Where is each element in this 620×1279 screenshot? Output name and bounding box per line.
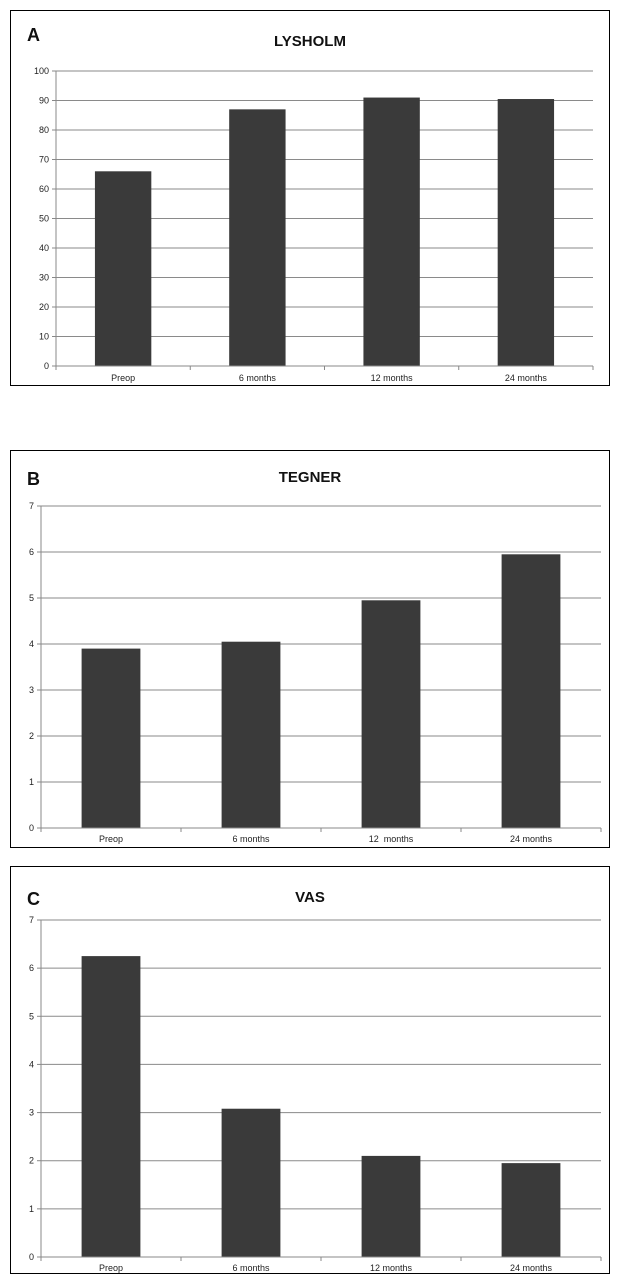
chart-title: LYSHOLM	[274, 33, 346, 50]
y-tick-label: 30	[39, 273, 49, 283]
bar	[81, 956, 141, 1257]
y-tick-label: 90	[39, 96, 49, 106]
bar-chart: 0 1 2 3 4 5 6 7 Preop 6 months 12 months 24 months	[29, 915, 602, 1273]
bar	[361, 600, 421, 828]
y-tick-label: 0	[29, 1252, 34, 1262]
bar	[221, 1108, 281, 1257]
bar	[94, 171, 152, 366]
bar	[501, 1163, 561, 1257]
x-tick-label: 24 months	[510, 834, 553, 844]
y-tick-label: 7	[29, 501, 34, 511]
x-tick-label: 24 months	[505, 373, 548, 383]
y-tick-label: 6	[29, 963, 34, 973]
y-tick-label: 4	[29, 1059, 34, 1069]
lysholm-chart-panel: A LYSHOLM 0 10 20 30 40 50 60 70 80 90 100 Preop 6 m…	[10, 10, 610, 386]
panel-letter: A	[27, 25, 40, 45]
y-tick-label: 70	[39, 155, 49, 165]
y-tick-label: 5	[29, 1011, 34, 1021]
y-tick-label: 0	[29, 823, 34, 833]
x-tick-label: 12 months	[371, 373, 414, 383]
y-tick-label: 80	[39, 125, 49, 135]
chart-title: VAS	[295, 889, 325, 906]
bar	[501, 554, 561, 828]
bar	[361, 1155, 421, 1257]
y-tick-label: 6	[29, 547, 34, 557]
y-tick-label: 1	[29, 1204, 34, 1214]
x-tick-label: 12 months	[369, 834, 414, 844]
y-tick-label: 3	[29, 685, 34, 695]
y-tick-label: 4	[29, 639, 34, 649]
bar-chart: 0 1 2 3 4 5 6 7 Preop 6 months 12 months 24 months	[29, 501, 602, 844]
y-tick-label: 3	[29, 1108, 34, 1118]
y-tick-label: 2	[29, 731, 34, 741]
y-tick-label: 40	[39, 243, 49, 253]
y-tick-label: 7	[29, 915, 34, 925]
bar-chart: 0 10 20 30 40 50 60 70 80 90 100 Preop 6 months 12 mo…	[34, 66, 594, 383]
panel-letter: C	[27, 889, 40, 909]
bar	[497, 99, 555, 367]
tegner-chart-panel: B TEGNER 0 1 2 3 4 5 6 7 Preop 6 months 12 months 2…	[10, 450, 610, 848]
bar	[81, 648, 141, 828]
x-tick-label: Preop	[111, 373, 135, 383]
x-tick-label: 6 months	[232, 1263, 270, 1273]
x-tick-label: 12 months	[370, 1263, 413, 1273]
y-tick-label: 20	[39, 302, 49, 312]
bar	[221, 641, 281, 828]
x-tick-label: Preop	[99, 1263, 123, 1273]
y-tick-label: 5	[29, 593, 34, 603]
y-tick-label: 1	[29, 777, 34, 787]
y-tick-label: 0	[44, 361, 49, 371]
panel-letter: B	[27, 469, 40, 489]
x-tick-label: 6 months	[232, 834, 270, 844]
y-tick-label: 50	[39, 214, 49, 224]
x-tick-label: 24 months	[510, 1263, 553, 1273]
vas-chart-panel: C VAS 0 1 2 3 4 5 6 7 Preop 6 months 12 months 24 m…	[10, 866, 610, 1274]
y-tick-label: 60	[39, 184, 49, 194]
y-tick-label: 2	[29, 1156, 34, 1166]
chart-title: TEGNER	[278, 469, 342, 486]
x-tick-label: 6 months	[239, 373, 277, 383]
y-tick-label: 100	[34, 66, 49, 76]
x-tick-label: Preop	[99, 834, 123, 844]
bar	[229, 109, 286, 366]
bar	[363, 97, 420, 367]
y-tick-label: 10	[39, 332, 49, 342]
